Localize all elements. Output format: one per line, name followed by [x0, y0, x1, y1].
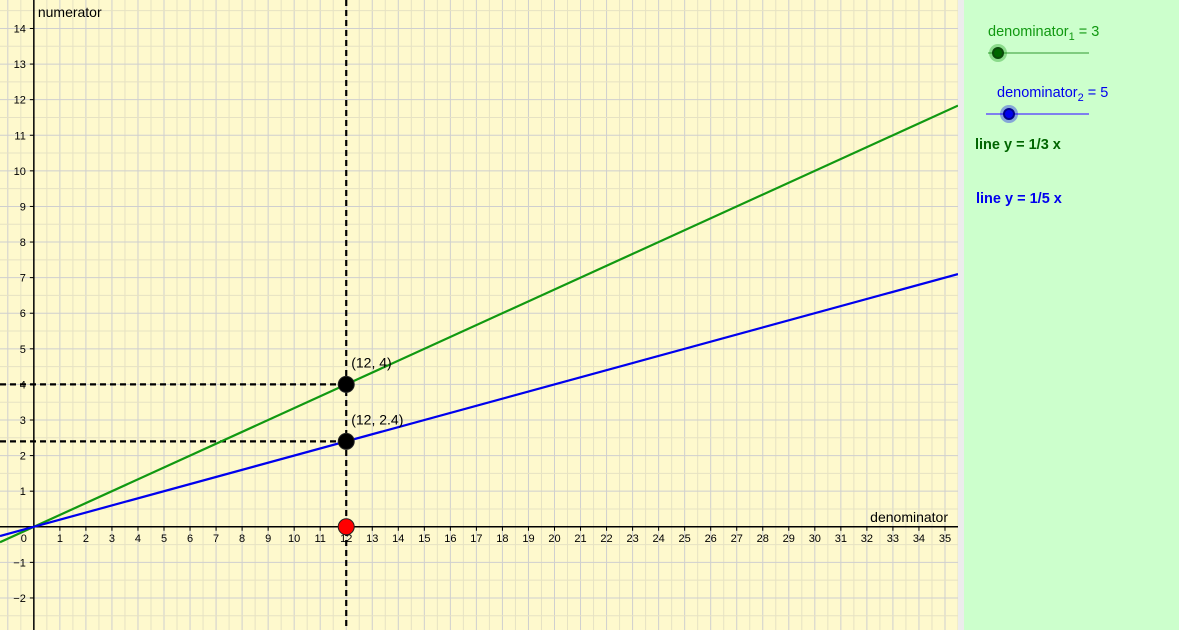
slider-2-label: denominator2 = 5	[997, 85, 1108, 104]
point-1[interactable]	[337, 375, 355, 393]
x-tick-label: 1	[57, 533, 63, 545]
y-tick-label: 2	[20, 451, 26, 463]
x-tick-label: 34	[913, 533, 925, 545]
x-tick-label: 9	[265, 533, 271, 545]
y-tick-label: 5	[20, 344, 26, 356]
x-tick-label: 14	[392, 533, 404, 545]
x-tick-label: 28	[757, 533, 769, 545]
x-tick-label: 16	[444, 533, 456, 545]
origin-label: 0	[21, 533, 27, 545]
slider-1-equals: = 3	[1074, 24, 1100, 40]
graph-line-1[interactable]	[0, 104, 958, 544]
point-1-label: (12, 4)	[351, 354, 391, 370]
slider-2-knob[interactable]	[1003, 108, 1015, 120]
y-tick-label: 11	[14, 130, 25, 142]
x-tick-label: 22	[600, 533, 612, 545]
slider-1-label: denominator1 = 3	[988, 24, 1099, 43]
x-tick-label: 7	[213, 533, 219, 545]
x-tick-label: 30	[809, 533, 821, 545]
x-tick-label: 13	[366, 533, 378, 545]
x-axis-label: denominator	[870, 509, 948, 525]
point-2[interactable]	[337, 432, 355, 450]
x-tick-label: 12	[340, 533, 352, 545]
x-tick-label: 5	[161, 533, 167, 545]
y-tick-label: 13	[14, 59, 26, 71]
x-tick-label: 2	[83, 533, 89, 545]
graphics-view[interactable]: 1 2 3 4 5 6 7 8 9 10 11 12 13 14 15 16 17 18 19 20 21 22 23 24 2…	[0, 0, 958, 630]
y-tick-label: −2	[13, 593, 26, 605]
x-tick-label: 29	[783, 533, 795, 545]
x-tick-label: 8	[239, 533, 245, 545]
x-tick-label: 4	[135, 533, 141, 545]
x-tick-label: 26	[705, 533, 717, 545]
panel-divider[interactable]	[958, 0, 964, 630]
graph-line-2[interactable]	[0, 273, 958, 538]
y-tick-label: 8	[20, 237, 26, 249]
x-tick-label: 21	[574, 533, 586, 545]
y-tick-label: 9	[20, 201, 26, 213]
y-axis-label: numerator	[38, 4, 102, 20]
x-tick-label: 23	[626, 533, 638, 545]
y-tick-label: 14	[14, 23, 26, 35]
coordinate-plane[interactable]: 1 2 3 4 5 6 7 8 9 10 11 12 13 14 15 16 17 18 19 20 21 22 23 24 2…	[0, 0, 958, 630]
x-tick-label: 27	[731, 533, 743, 545]
x-tick-label: 17	[470, 533, 482, 545]
x-tick-label: 15	[418, 533, 430, 545]
y-tick-label: 6	[20, 308, 26, 320]
equation-line-2: line y = 1/5 x	[976, 191, 1062, 207]
y-tick-label: 1	[20, 486, 26, 498]
x-tick-label: 31	[835, 533, 847, 545]
point-2-label: (12, 2.4)	[351, 411, 403, 427]
slider-2-name: denominator	[997, 85, 1078, 101]
x-tick-label: 33	[887, 533, 899, 545]
x-tick-label: 25	[679, 533, 691, 545]
slider-1-name: denominator	[988, 24, 1069, 40]
slider-1-knob[interactable]	[992, 47, 1004, 59]
x-tick-label: 19	[522, 533, 534, 545]
y-tick-label: 3	[20, 415, 26, 427]
slider-2-equals: = 5	[1083, 85, 1109, 101]
x-tick-label: 6	[187, 533, 193, 545]
side-panel: denominator1 = 3 denominator2 = 5 line y…	[964, 0, 1179, 630]
x-tick-label: 18	[496, 533, 508, 545]
x-tick-label: 35	[939, 533, 951, 545]
x-tick-label: 32	[861, 533, 873, 545]
x-tick-label: 10	[288, 533, 300, 545]
slider-2-subscript: 2	[1077, 91, 1084, 104]
slider-2-track[interactable]	[986, 113, 1089, 115]
point-3[interactable]	[337, 518, 355, 536]
slider-1-subscript: 1	[1068, 30, 1075, 43]
x-tick-label: 3	[109, 533, 115, 545]
x-tick-label: 11	[314, 533, 325, 545]
x-tick-label: 24	[653, 533, 665, 545]
y-tick-label: 7	[20, 273, 26, 285]
x-tick-label: 20	[548, 533, 560, 545]
equation-line-1: line y = 1/3 x	[975, 137, 1061, 153]
y-tick-label: 10	[14, 166, 26, 178]
y-tick-label: 12	[14, 95, 26, 107]
y-tick-label: −1	[13, 557, 26, 569]
slider-1-track[interactable]	[988, 52, 1089, 54]
